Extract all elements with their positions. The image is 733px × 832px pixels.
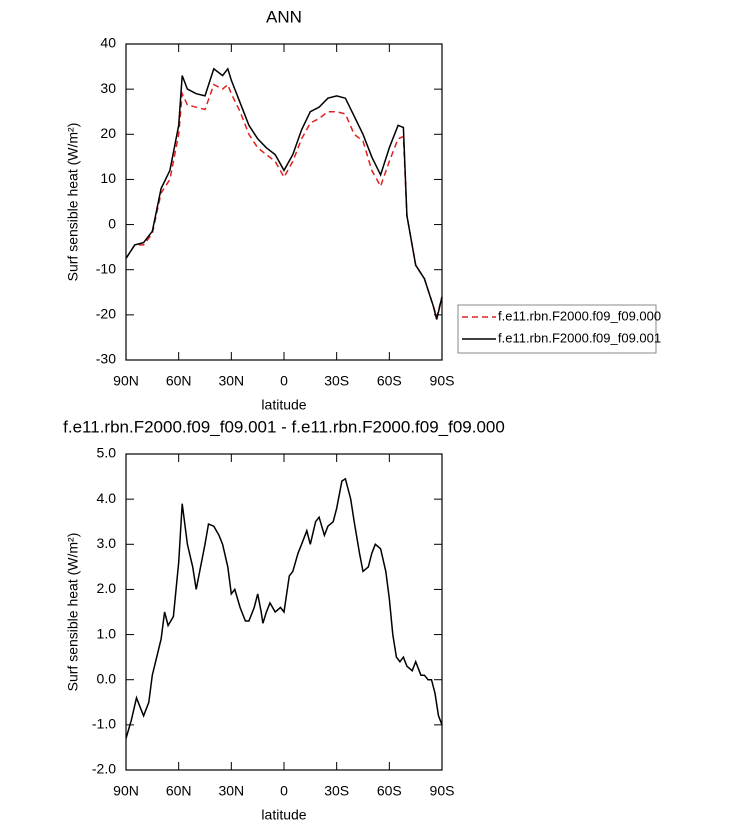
y-tick-label: 5.0 — [97, 445, 117, 461]
data-line — [125, 83, 443, 320]
x-axis-label: latitude — [261, 807, 306, 823]
legend-label: f.e11.rbn.F2000.f09_f09.001 — [498, 330, 661, 345]
y-axis-label: Surf sensible heat (W/m²) — [65, 533, 81, 692]
legend-label: f.e11.rbn.F2000.f09_f09.000 — [498, 308, 661, 323]
y-tick-label: 10 — [100, 170, 116, 186]
x-tick-label: 30S — [324, 783, 349, 799]
x-tick-label: 90S — [430, 373, 455, 389]
x-tick-label: 60S — [377, 783, 402, 799]
data-line — [125, 67, 443, 320]
legend-box — [457, 304, 657, 354]
y-tick-label: -1.0 — [92, 716, 116, 732]
y-tick-label: 0 — [108, 215, 116, 231]
x-tick-label: 60S — [377, 373, 402, 389]
x-tick-label: 30S — [324, 373, 349, 389]
x-tick-label: 90N — [113, 373, 139, 389]
plot-frame — [125, 43, 443, 361]
x-tick-label: 90N — [113, 783, 139, 799]
x-tick-label: 90S — [430, 783, 455, 799]
chart-title: ANN — [266, 7, 302, 26]
y-tick-label: -2.0 — [92, 761, 116, 777]
y-tick-label: -10 — [96, 260, 116, 276]
y-axis-label: Surf sensible heat (W/m²) — [65, 123, 81, 282]
y-tick-label: -30 — [96, 351, 116, 367]
data-line — [125, 477, 443, 739]
y-tick-label: 0.0 — [97, 670, 117, 686]
y-tick-label: 1.0 — [97, 625, 117, 641]
x-tick-label: 60N — [166, 373, 192, 389]
y-tick-label: 30 — [100, 80, 116, 96]
x-tick-label: 0 — [280, 373, 288, 389]
y-tick-label: 20 — [100, 125, 116, 141]
y-tick-label: -20 — [96, 306, 116, 322]
x-tick-label: 30N — [218, 373, 244, 389]
y-tick-label: 2.0 — [97, 580, 117, 596]
x-tick-label: 0 — [280, 783, 288, 799]
plot-frame — [125, 453, 443, 771]
y-tick-label: 40 — [100, 35, 116, 51]
x-tick-label: 30N — [218, 783, 244, 799]
x-tick-label: 60N — [166, 783, 192, 799]
y-tick-label: 3.0 — [97, 535, 117, 551]
x-axis-label: latitude — [261, 397, 306, 413]
chart-title: f.e11.rbn.F2000.f09_f09.001 - f.e11.rbn.… — [63, 417, 505, 436]
y-tick-label: 4.0 — [97, 490, 117, 506]
